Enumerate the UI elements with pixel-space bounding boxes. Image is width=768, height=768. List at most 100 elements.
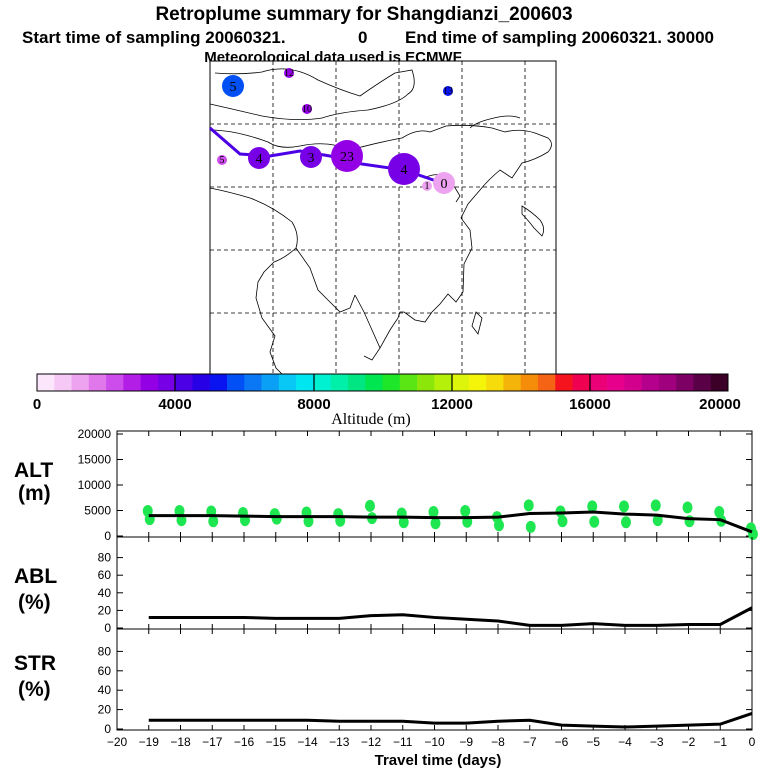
- colorbar-swatch: [330, 374, 349, 391]
- plume-marker: [222, 75, 244, 97]
- alt-y-tick-label: 10000: [78, 478, 112, 492]
- abl-panel: 0 20 40 60 80: [98, 537, 753, 635]
- alt-panel: 0 5000 10000 15000 20000: [78, 427, 758, 543]
- colorbar-tick-8000: 8000: [297, 396, 330, 413]
- abl-y-tick-label: 60: [98, 568, 112, 582]
- abl-panel-frame: [116, 536, 753, 630]
- str-y-tick-label: 0: [104, 722, 111, 736]
- colorbar-tick-labels: 0 4000 8000 12000 16000 20000: [33, 396, 741, 413]
- colorbar-tick-0: 0: [33, 396, 41, 413]
- altitude-colorbar: [36, 373, 729, 392]
- colorbar-swatch: [589, 374, 608, 391]
- colorbar-border: [36, 373, 729, 392]
- colorbar-tick-12000: 12000: [431, 396, 473, 413]
- start-time-label: Start time of sampling 20060321.: [22, 28, 286, 47]
- x-tick-label: −2: [682, 735, 696, 749]
- colorbar-swatch: [624, 374, 642, 391]
- colorbar-swatch: [192, 374, 211, 391]
- colorbar-swatch: [503, 374, 521, 391]
- colorbar-swatch: [641, 374, 660, 391]
- plume-marker: [248, 147, 270, 169]
- colorbar-swatch: [244, 374, 262, 391]
- str-series-line: [148, 712, 753, 729]
- abl-unit-label: (%): [18, 591, 51, 614]
- alt-scatter-point: [682, 501, 693, 514]
- map-panel: 5 12 13 10 5 4 3 23 4 1 0: [209, 60, 557, 375]
- abl-y-tick-label: 0: [104, 621, 111, 635]
- colorbar-swatch: [106, 374, 124, 391]
- x-tick-label: −9: [459, 735, 473, 749]
- alt-scatter-point: [587, 500, 598, 513]
- x-tick-label: −7: [523, 735, 537, 749]
- x-tick-label: −8: [491, 735, 505, 749]
- alt-scatter-point: [525, 520, 536, 533]
- str-y-tick-label: 20: [98, 703, 112, 717]
- plume-point: 4: [388, 153, 420, 185]
- alt-label: ALT: [14, 459, 53, 482]
- x-tick-label: −16: [234, 735, 255, 749]
- plume-point: 0: [433, 172, 455, 194]
- plume-point: 1: [422, 181, 432, 192]
- plume-label: 13: [443, 86, 453, 97]
- abl-y-tick-label: 40: [98, 586, 112, 600]
- alt-y-tick-label: 5000: [84, 504, 111, 518]
- abl-label: ABL: [14, 565, 57, 588]
- plume-point: 4: [248, 147, 270, 169]
- map-coastlines: [209, 68, 552, 375]
- x-tick-label: −19: [139, 735, 160, 749]
- colorbar-swatch: [399, 374, 418, 391]
- x-tick-label: −20: [107, 735, 128, 749]
- alt-scatter-point: [652, 514, 663, 527]
- alt-scatter-point: [428, 506, 439, 519]
- plume-label: 23: [340, 150, 354, 165]
- plume-label: 0: [441, 177, 448, 192]
- plume-marker: [217, 155, 227, 165]
- colorbar-swatch: [658, 374, 677, 391]
- abl-y-tick-label: 20: [98, 603, 112, 617]
- x-axis-label: Travel time (days): [375, 752, 502, 768]
- alt-scatter-point: [271, 512, 282, 525]
- alt-scatter-point: [494, 519, 504, 532]
- alt-scatter-point: [208, 515, 219, 528]
- plume-marker: [433, 172, 455, 194]
- str-panel-frame: [116, 628, 753, 731]
- str-panel: 0 20 40 60 80: [98, 629, 753, 736]
- plume-marker: [422, 181, 432, 191]
- alt-scatter-point: [398, 516, 409, 529]
- colorbar-swatch: [313, 374, 331, 391]
- alt-scatter-point: [650, 499, 661, 512]
- alt-scatter-point: [619, 500, 629, 513]
- colorbar-swatch: [347, 374, 366, 391]
- start-time-value: 0: [358, 28, 367, 47]
- x-tick-label: −15: [266, 735, 287, 749]
- plume-point: 13: [443, 86, 453, 97]
- plume-marker: [300, 146, 322, 168]
- x-tick-label: −13: [329, 735, 350, 749]
- x-tick-label: −12: [361, 735, 382, 749]
- colorbar-swatch: [37, 374, 55, 391]
- colorbar-swatch: [555, 374, 573, 391]
- plume-marker: [388, 153, 420, 185]
- colorbar-swatch: [486, 374, 504, 391]
- abl-series-line: [148, 606, 753, 627]
- colorbar-swatch: [676, 374, 694, 391]
- figure-title: Retroplume summary for Shangdianzi_20060…: [155, 4, 572, 25]
- alt-y-tick-label: 0: [104, 529, 111, 543]
- colorbar-swatch: [261, 374, 280, 391]
- colorbar-swatch: [54, 374, 72, 391]
- x-tick-labels: −20 −19 −18 −17 −16 −15 −14 −13 −12 −11 −10 −9 −8 −7−…: [107, 735, 756, 749]
- colorbar-swatch: [537, 374, 556, 391]
- plume-label: 4: [401, 163, 408, 178]
- alt-scatter-point: [365, 499, 375, 512]
- colorbar-tick-16000: 16000: [569, 396, 611, 413]
- x-tick-label: −17: [202, 735, 223, 749]
- colorbar-swatch: [296, 374, 314, 391]
- plume-point: 3: [300, 146, 322, 168]
- alt-scatter-point: [523, 499, 534, 512]
- colorbar-label: Altitude (m): [331, 411, 411, 428]
- alt-scatter-point: [557, 515, 568, 528]
- colorbar-swatch: [434, 374, 452, 391]
- colorbar-swatch: [382, 374, 401, 391]
- x-tick-label: −1: [713, 735, 727, 749]
- colorbar-swatch: [365, 374, 383, 391]
